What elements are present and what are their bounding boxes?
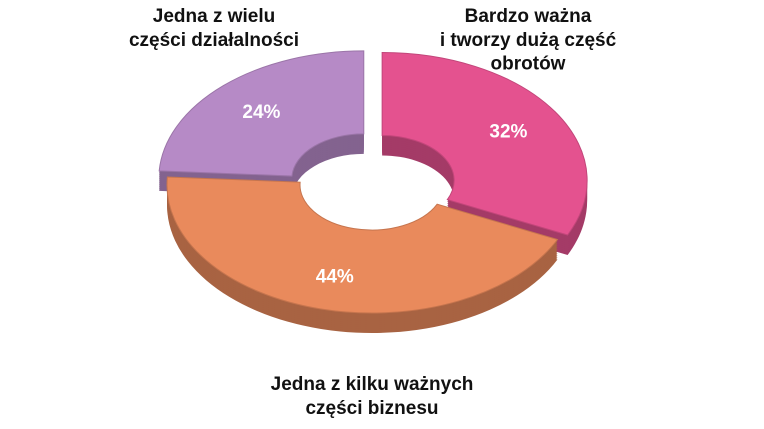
- donut-slices: [158, 50, 588, 314]
- slice: [381, 51, 588, 236]
- value-label: 44%: [316, 266, 354, 287]
- category-label: Jedna z wielu części działalności: [129, 6, 299, 51]
- category-label: Jedna z kilku ważnych części biznesu: [271, 374, 474, 419]
- value-label: 24%: [242, 102, 280, 123]
- value-label: 32%: [489, 121, 527, 142]
- labels: 32% Bardzo ważna i tworzy dużą część obrotó…: [129, 6, 617, 419]
- slice: [166, 176, 559, 314]
- category-label: Bardzo ważna i tworzy dużą część obrotów: [440, 6, 617, 75]
- slice: [158, 50, 365, 177]
